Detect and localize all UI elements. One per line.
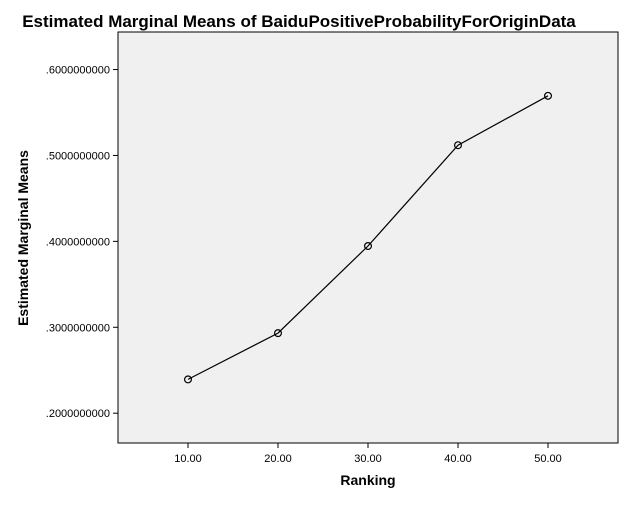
data-point	[454, 141, 463, 150]
y-axis-title: Estimated Marginal Means	[15, 150, 31, 326]
data-point	[184, 375, 193, 384]
series-layer	[184, 91, 552, 384]
chart-title: Estimated Marginal Means of BaiduPositiv…	[22, 12, 576, 31]
y-tick-label: .4000000000	[46, 236, 110, 248]
x-tick-label: 30.00	[354, 453, 382, 465]
x-axis-title: Ranking	[340, 472, 395, 488]
x-axis: 10.00 20.00 30.00 40.00 50.00	[174, 443, 562, 465]
y-tick-label: .5000000000	[46, 150, 110, 162]
y-axis: .2000000000 .3000000000 .4000000000 .500000…	[46, 65, 118, 420]
x-tick-label: 40.00	[444, 453, 472, 465]
series-line	[187, 95, 549, 380]
x-tick-label: 10.00	[174, 453, 202, 465]
data-point	[274, 329, 283, 338]
y-tick-label: .3000000000	[46, 322, 110, 334]
x-tick-label: 20.00	[264, 453, 292, 465]
y-tick-label: .6000000000	[46, 65, 110, 77]
data-point	[364, 242, 373, 251]
data-point	[543, 91, 552, 100]
y-tick-label: .2000000000	[46, 408, 110, 420]
x-tick-label: 50.00	[534, 453, 562, 465]
plot-area	[117, 31, 619, 444]
